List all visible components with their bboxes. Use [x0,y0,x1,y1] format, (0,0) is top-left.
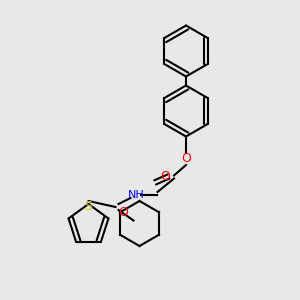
Text: S: S [85,200,92,214]
Text: NH: NH [128,190,145,200]
Text: O: O [118,206,128,219]
Text: O: O [160,170,170,184]
Text: O: O [181,152,191,166]
